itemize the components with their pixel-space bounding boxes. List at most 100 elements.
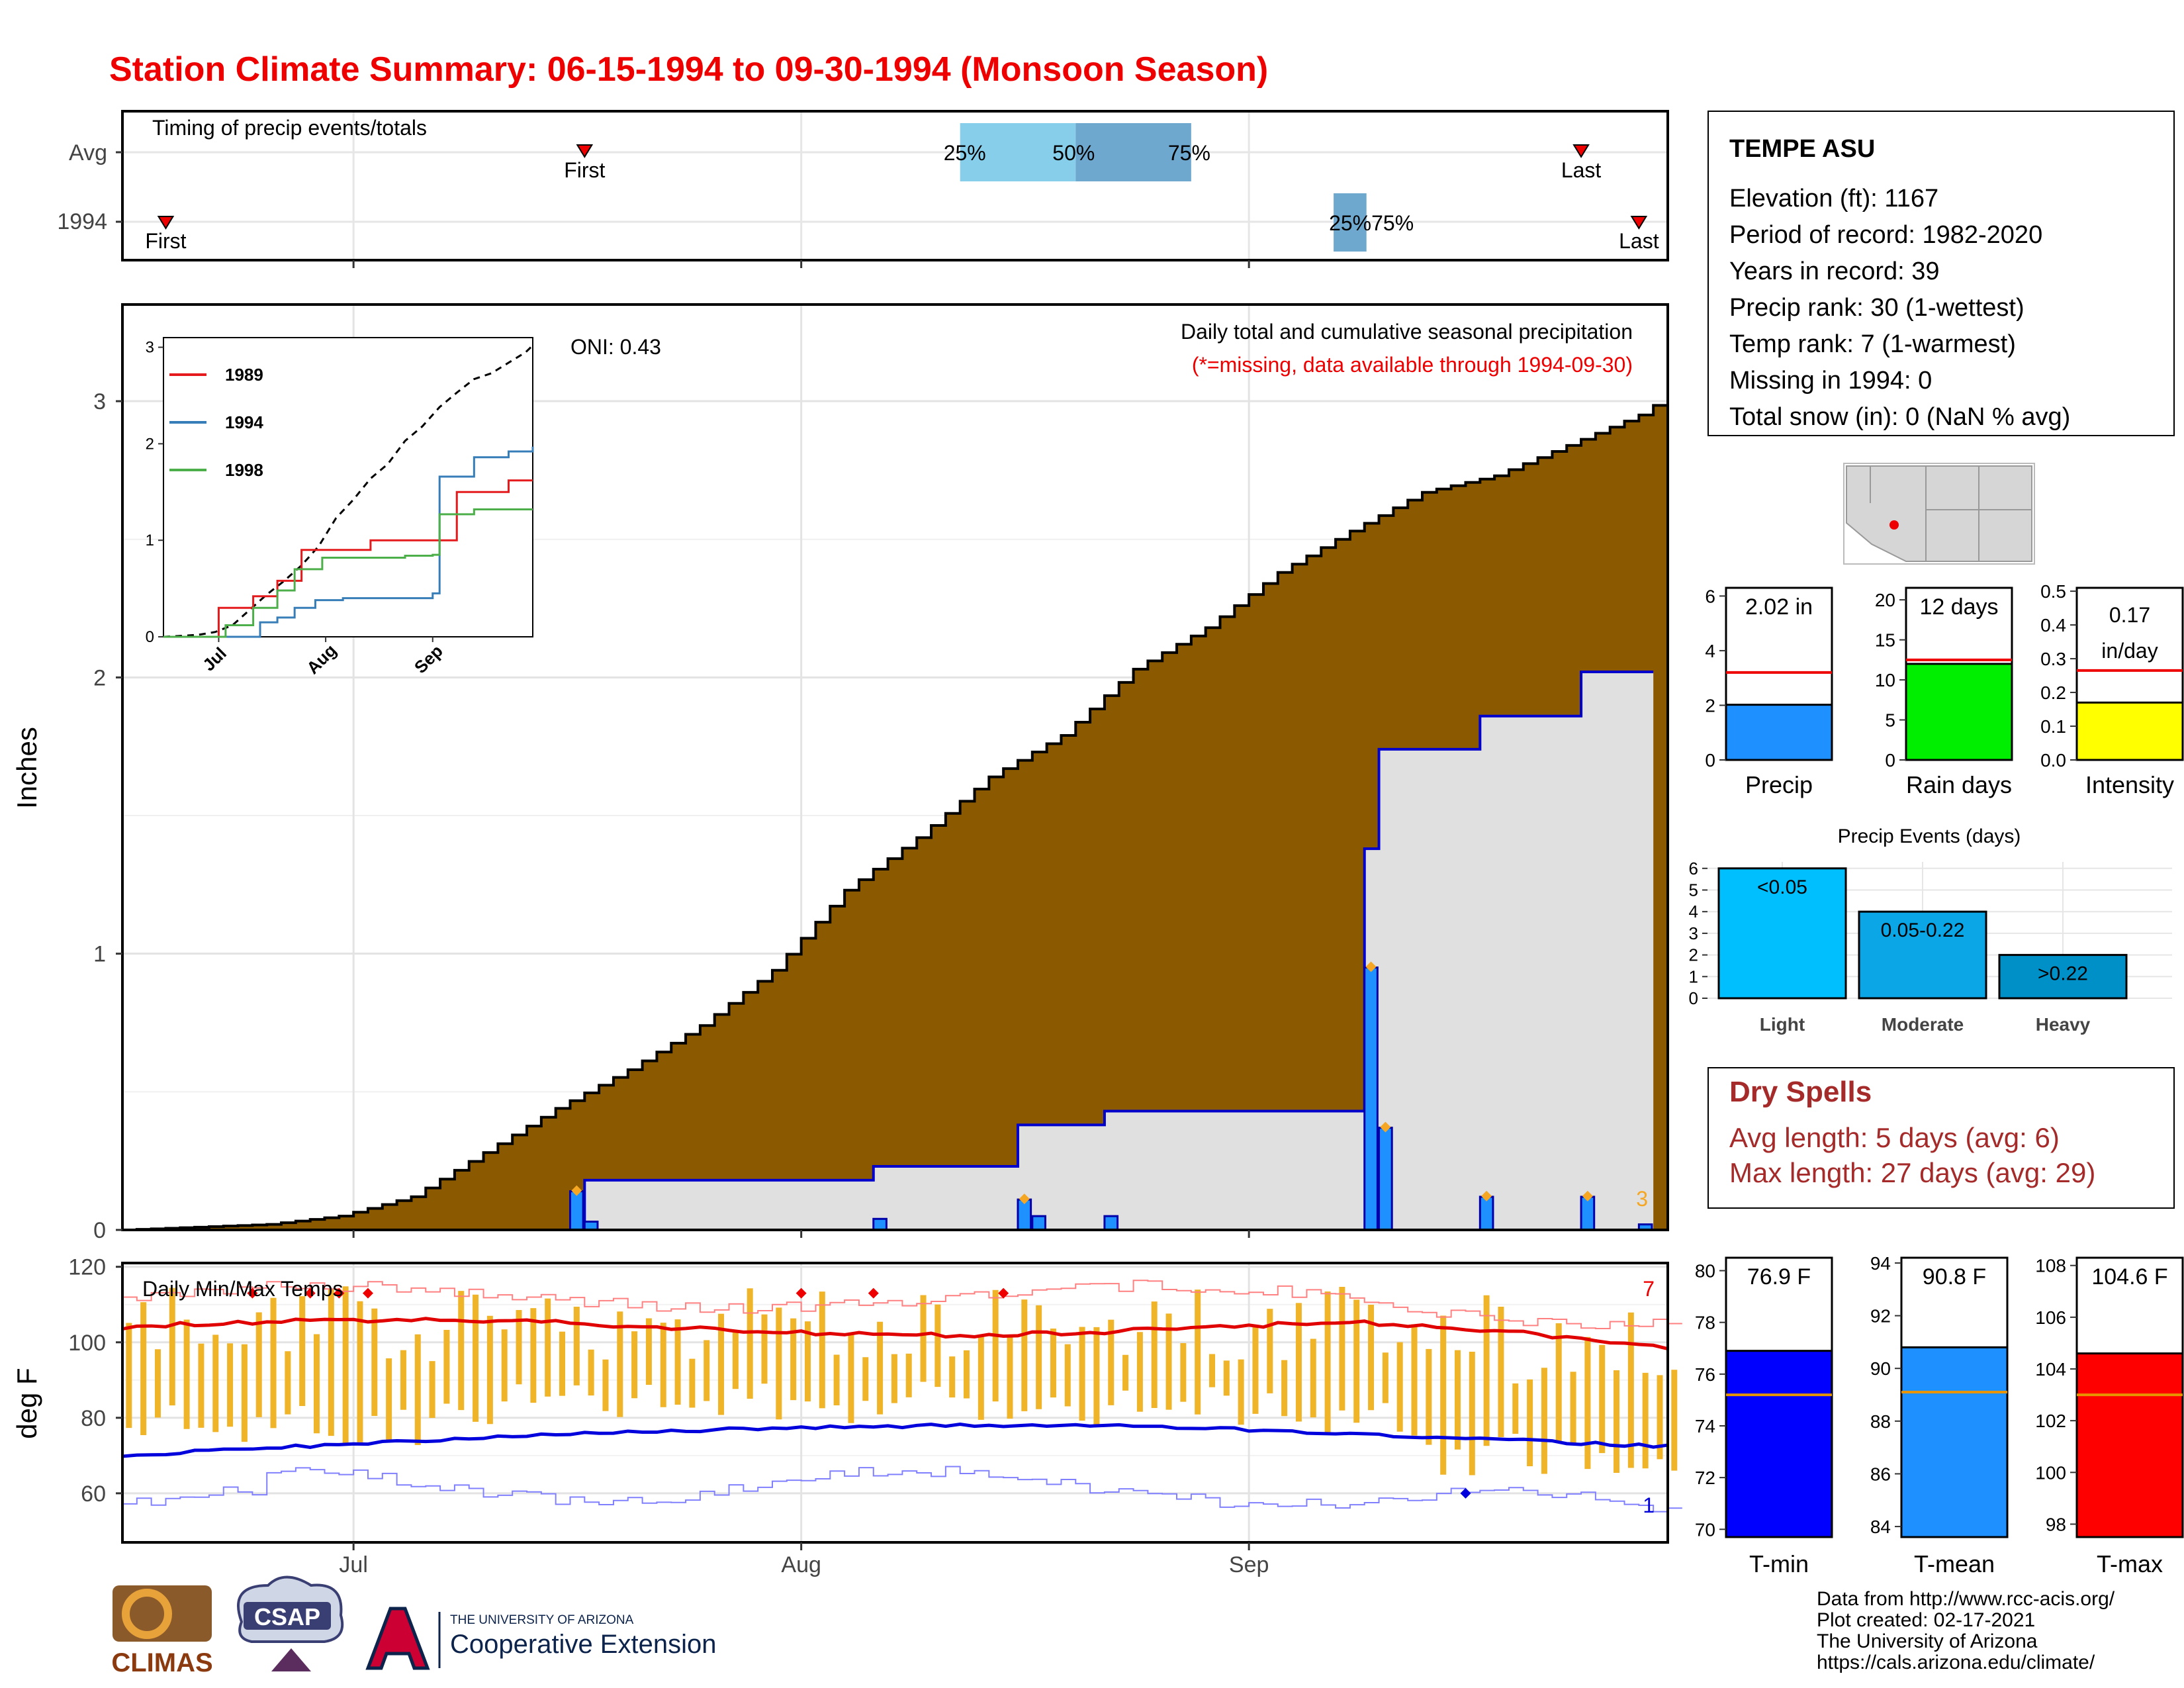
daily-precip-marker: [1582, 1190, 1593, 1201]
avg-pct-label: 50%: [1052, 141, 1095, 165]
temp-bar-value: [1900, 1346, 2009, 1538]
mini-bar-tick-label: 0.5: [2040, 581, 2066, 602]
inset-y-tick-label: 1: [146, 532, 154, 549]
precip-event-bar: [1717, 867, 1847, 1000]
year-pct-label: 25%75%: [1329, 211, 1414, 235]
inset-y-tick-label: 0: [146, 628, 154, 646]
temp-bar-tick-label: 86: [1870, 1464, 1891, 1484]
ua-logo-a: [365, 1607, 430, 1670]
inset-y-tick-label: 2: [146, 435, 154, 453]
events-tick-label: 6: [1689, 859, 1698, 878]
mini-bar-tick-label: 0: [1885, 750, 1895, 771]
year-cumulative-area: [122, 672, 1654, 1230]
csap-logo-band: [244, 1602, 331, 1630]
temp-axes: Jul Aug Sep 120 100 80 60: [68, 1255, 1269, 1577]
station-box-frame: [1707, 111, 2175, 436]
mini-bar-value-label: 12 days: [1919, 594, 1998, 620]
mini-bar-category-label: Rain days: [1906, 771, 2012, 798]
temp-panel-frame: [121, 1262, 1669, 1544]
climas-logo-text: CLIMAS: [111, 1648, 212, 1677]
temp-y-tick-label: 80: [81, 1406, 106, 1431]
mini-bar-tick-label: 0.3: [2040, 649, 2066, 669]
precip-y-tick-label: 3: [93, 389, 106, 414]
station-line: Total snow (in): 0 (NaN % avg): [1729, 403, 2070, 431]
mini-bar-category-label: Precip: [1745, 771, 1813, 798]
mini-bar-tick-label: 2: [1705, 695, 1715, 716]
temperature-summary-bars: 70 72 74 76 78 80 76.9 F T-min 84 86 88 90 92 94 90.8 …: [1695, 1253, 2184, 1577]
precip-event-category: Heavy: [2036, 1014, 2091, 1035]
footer-line: Data from http://www.rcc-acis.org/: [1817, 1588, 2115, 1610]
seasonal-total-bars: 0 2 4 6 2.02 in Precip 0 5 10 15 20 12 days Rain day…: [1705, 581, 2184, 798]
mini-bar-tick-label: 0.4: [2040, 615, 2066, 635]
daily-precip-bar: [1378, 1127, 1393, 1231]
timing-panel-title: Timing of precip events/totals: [152, 116, 427, 140]
temp-y-axis-label: deg F: [11, 1368, 42, 1438]
daily-precip-bar: [1363, 966, 1379, 1231]
temp-count-low: 1: [1643, 1493, 1655, 1517]
temp-bar-tick-label: 102: [2035, 1411, 2066, 1431]
precip-y-tick-label: 0: [93, 1218, 106, 1243]
mini-bar-value-label: 2.02 in: [1745, 594, 1813, 620]
precip-event-bar-label: <0.05: [1757, 876, 1807, 898]
temp-bar-tick-label: 72: [1695, 1468, 1715, 1488]
dry-spells-line: Max length: 27 days (avg: 29): [1729, 1157, 2095, 1188]
timing-row-label-year: 1994: [57, 209, 107, 234]
inset-y-tick-label: 3: [146, 339, 154, 357]
daily-precip-bar: [1479, 1196, 1494, 1231]
mini-bar-tick-label: 5: [1885, 710, 1895, 731]
precip-axes: 0 1 2 3: [93, 389, 1250, 1243]
precip-panel: Daily total and cumulative seasonal prec…: [11, 303, 1669, 1243]
mini-bar-tick-label: 10: [1875, 670, 1895, 690]
footer-line: Plot created: 02-17-2021: [1817, 1609, 2035, 1631]
daily-precip-marker: [1380, 1121, 1391, 1133]
footer-line: https://cals.arizona.edu/climate/: [1817, 1652, 2095, 1673]
temp-bar-category-label: T-max: [2097, 1550, 2163, 1577]
events-tick-label: 0: [1689, 988, 1698, 1008]
year-cumulative-line: [122, 671, 1654, 1231]
location-map: [1843, 463, 2035, 565]
temp-bar-tick-label: 104: [2035, 1359, 2066, 1380]
footer: Data from http://www.rcc-acis.org/ Plot …: [1817, 1588, 2115, 1673]
avg-pct-label: 25%: [944, 141, 986, 165]
precip-corner-count: 3: [1636, 1187, 1648, 1211]
inset-frame: [163, 337, 533, 637]
climas-logo: CLIMAS: [111, 1585, 213, 1677]
inset-legend-label: 1994: [225, 412, 263, 432]
temp-bar-tick-label: 106: [2035, 1307, 2066, 1328]
precip-events-title: Precip Events (days): [1838, 825, 2021, 847]
dry-spells-box: Dry Spells Avg length: 5 days (avg: 6) M…: [1707, 1067, 2175, 1209]
temp-bar-tick-label: 76: [1695, 1364, 1715, 1385]
precip-event-bar: [1998, 954, 2128, 1000]
temp-bar-tick-label: 98: [2046, 1514, 2066, 1534]
temp-bar-tick-label: 94: [1870, 1253, 1891, 1274]
precip-event-bar-label: >0.22: [2038, 963, 2088, 985]
avg-last-label: Last: [1561, 158, 1602, 182]
mini-bar-tick-label: 0.0: [2040, 750, 2066, 771]
temp-y-tick-label: 100: [68, 1331, 106, 1356]
precip-event-bar-label: 0.05-0.22: [1881, 919, 1965, 941]
daily-precip-marker: [1019, 1194, 1030, 1205]
daily-precip-marker: [1365, 961, 1377, 972]
avg-first-label: First: [564, 158, 605, 182]
precip-event-bar: [1858, 910, 1987, 1000]
record-high-marker: [334, 1288, 345, 1299]
temp-panel: Daily Min/Max Temps 7 1 deg F Jul Aug Sep 1…: [11, 1255, 1682, 1577]
mini-bar-value-label: in/day: [2101, 639, 2158, 663]
mini-bar-value-label: 0.17: [2109, 603, 2150, 627]
map-state-borders: [1870, 466, 2032, 561]
record-low-line: [122, 1466, 1682, 1513]
station-location-marker: [1889, 520, 1899, 530]
temp-bar-tick-label: 78: [1695, 1313, 1715, 1333]
x-axis-month-label: Sep: [1229, 1552, 1269, 1577]
precip-y-axis-label: Inches: [11, 727, 42, 809]
station-line: Missing in 1994: 0: [1729, 367, 1932, 395]
dry-spells-line: Avg length: 5 days (avg: 6): [1729, 1122, 2060, 1153]
timing-panel: Timing of precip events/totals Avg 1994 …: [57, 110, 1669, 268]
timing-marks: 25% 50% 75% 25%75% First Last First Last: [145, 123, 1659, 253]
csap-logo-text: CSAP: [254, 1603, 320, 1630]
year-last-label: Last: [1619, 229, 1659, 253]
avg-max-temp-line: [122, 1317, 1668, 1350]
